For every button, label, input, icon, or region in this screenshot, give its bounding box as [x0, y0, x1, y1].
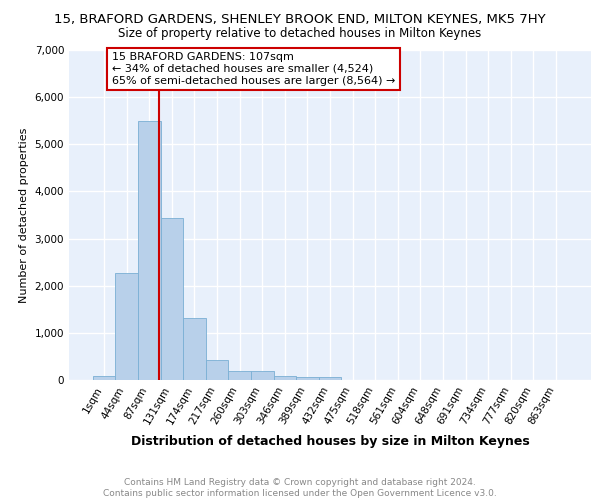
- Text: 15 BRAFORD GARDENS: 107sqm
← 34% of detached houses are smaller (4,524)
65% of s: 15 BRAFORD GARDENS: 107sqm ← 34% of deta…: [112, 52, 395, 86]
- X-axis label: Distribution of detached houses by size in Milton Keynes: Distribution of detached houses by size …: [131, 434, 529, 448]
- Text: Contains HM Land Registry data © Crown copyright and database right 2024.
Contai: Contains HM Land Registry data © Crown c…: [103, 478, 497, 498]
- Bar: [138, 121, 161, 380]
- Bar: [115, 272, 138, 380]
- Bar: [274, 376, 296, 380]
- Y-axis label: Number of detached properties: Number of detached properties: [19, 128, 29, 302]
- Bar: [206, 360, 229, 380]
- Bar: [161, 218, 183, 380]
- Text: 15, BRAFORD GARDENS, SHENLEY BROOK END, MILTON KEYNES, MK5 7HY: 15, BRAFORD GARDENS, SHENLEY BROOK END, …: [54, 12, 546, 26]
- Bar: [229, 372, 251, 380]
- Text: Size of property relative to detached houses in Milton Keynes: Size of property relative to detached ho…: [118, 28, 482, 40]
- Bar: [183, 318, 206, 380]
- Bar: [319, 377, 341, 380]
- Bar: [296, 377, 319, 380]
- Bar: [251, 372, 274, 380]
- Bar: [93, 376, 115, 380]
